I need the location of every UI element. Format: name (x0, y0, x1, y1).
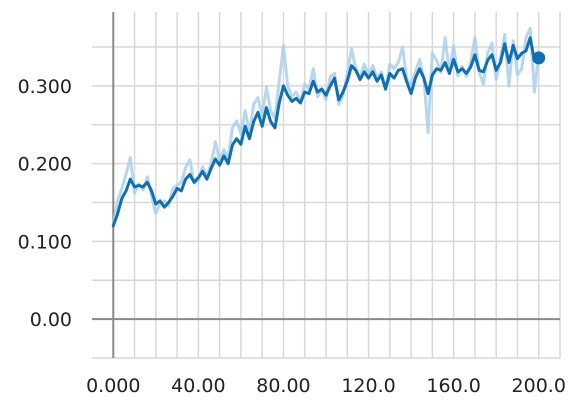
grid-layer (92, 12, 561, 359)
x-tick-label: 80.00 (256, 375, 310, 397)
smoothed-series-line (111, 36, 541, 228)
series-end-marker (532, 51, 546, 65)
y-tick-label: 0.100 (18, 231, 72, 253)
x-tick-label: 40.00 (171, 375, 225, 397)
x-tick-labels: 0.000 40.00 80.00 120.0 160.0 200.0 (86, 375, 566, 397)
x-tick-label: 160.0 (426, 375, 480, 397)
axis-layer (92, 12, 560, 358)
series-layer (111, 26, 541, 228)
y-tick-label: 0.200 (18, 154, 72, 176)
x-tick-label: 0.000 (86, 375, 140, 397)
x-tick-label: 120.0 (341, 375, 395, 397)
x-tick-label: 200.0 (512, 375, 566, 397)
y-tick-label: 0.300 (18, 76, 72, 98)
y-tick-label: 0.00 (30, 309, 72, 331)
y-tick-labels: 0.00 0.100 0.200 0.300 (18, 76, 72, 331)
marker-layer (532, 51, 546, 65)
